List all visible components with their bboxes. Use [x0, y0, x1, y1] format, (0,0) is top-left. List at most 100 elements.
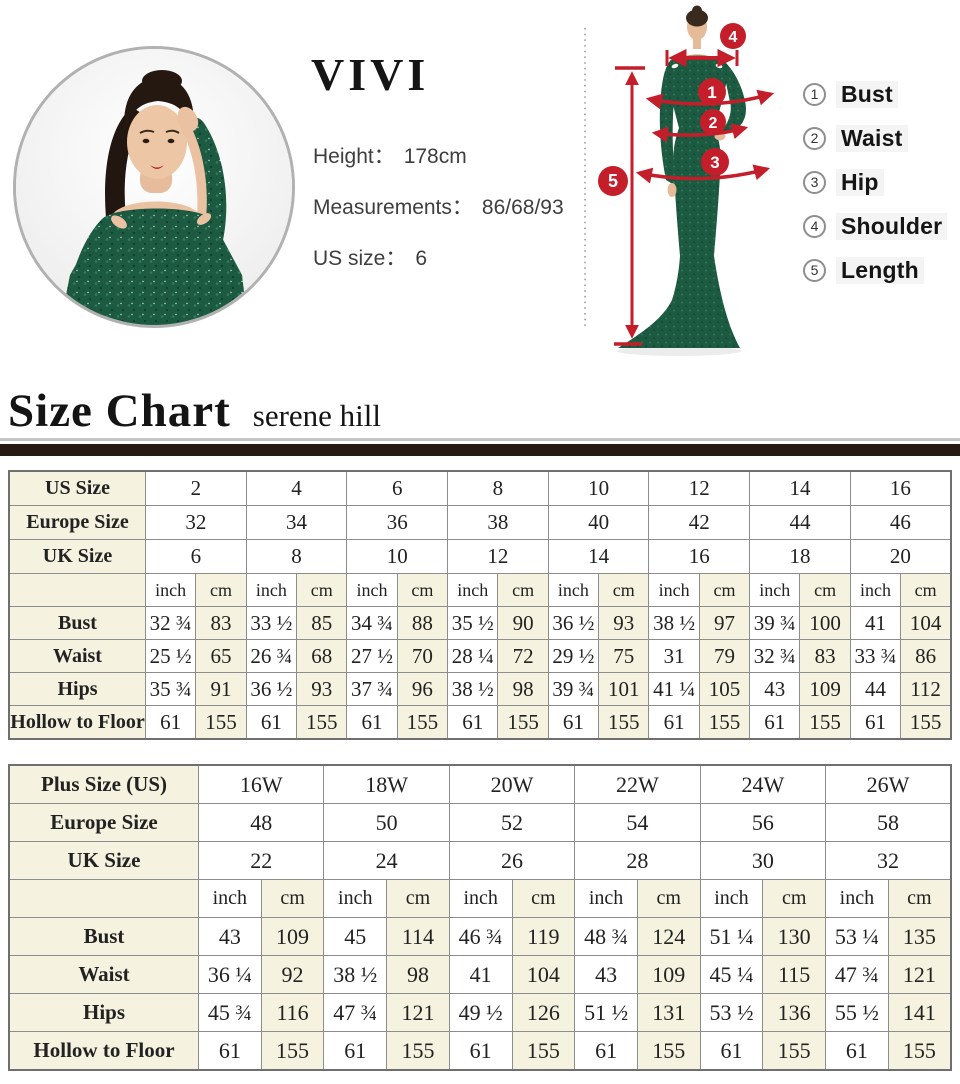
unit-inch-cell: inch [447, 573, 499, 607]
unit-cm-cell: cm [636, 879, 701, 918]
size-cell: 56 [699, 803, 827, 842]
size-cell: 18 [749, 539, 851, 574]
cm-value-cell: 135 [887, 917, 952, 956]
dress-sleeve-left [62, 219, 116, 325]
cm-value-cell: 75 [598, 639, 650, 673]
cm-value-cell: 109 [799, 672, 851, 706]
cm-value-cell: 155 [900, 705, 952, 740]
cm-value-cell: 68 [296, 639, 348, 673]
unit-inch-cell: inch [198, 879, 262, 918]
size-cell: 50 [323, 803, 450, 842]
lips [150, 165, 164, 169]
unit-inch-cell: inch [825, 879, 889, 918]
unit-cm-cell: cm [497, 573, 549, 607]
inch-value-cell: 36 ½ [245, 672, 298, 706]
size-row: Plus Size (US) 16W 18W 20W 22W 24W 26W [8, 764, 952, 804]
inch-value-cell: 32 ¾ [749, 639, 801, 673]
cm-value-cell: 88 [396, 606, 449, 640]
circled-1-icon: 1 [803, 82, 826, 106]
inch-value-cell: 51 ½ [574, 993, 638, 1032]
dress-measurement-diagram: 1 2 3 4 5 [584, 5, 775, 356]
inch-value-cell: 61 [323, 1031, 388, 1071]
cm-value-cell: 98 [386, 955, 450, 994]
row-label: Bust [8, 917, 199, 956]
size-cell: 42 [648, 505, 751, 540]
cm-value-cell: 121 [386, 993, 450, 1032]
measurement-legend: 1 Bust 2 Waist 3 Hip 4 Shoulder 5 Length [803, 80, 948, 300]
cm-value-cell: 114 [386, 917, 450, 956]
cm-value-cell: 100 [799, 606, 851, 640]
inch-value-cell: 45 ¼ [699, 955, 764, 994]
inch-value-cell: 44 [849, 672, 902, 706]
unit-cm-cell: cm [762, 879, 827, 918]
inch-value-cell: 36 ½ [547, 606, 600, 640]
inch-value-cell: 61 [198, 1031, 262, 1071]
length-arrow [614, 66, 645, 346]
row-label: UK Size [8, 841, 199, 880]
cm-value-cell: 83 [799, 639, 851, 673]
unit-cm-cell: cm [396, 573, 449, 607]
size-cell: 6 [145, 539, 247, 574]
unit-inch-cell: inch [323, 879, 388, 918]
cm-value-cell: 124 [636, 917, 701, 956]
size-row: UK Size 6 8 10 12 14 16 18 20 [8, 539, 952, 574]
inch-value-cell: 47 ¾ [825, 955, 889, 994]
cm-value-cell: 141 [887, 993, 952, 1032]
size-cell: 22 [197, 841, 325, 880]
unit-inch-cell: inch [448, 879, 513, 918]
size-cell: 8 [245, 539, 348, 574]
row-label [8, 573, 146, 607]
size-cell: 4 [245, 470, 348, 506]
unit-cm-cell: cm [900, 573, 952, 607]
cm-value-cell: 79 [698, 639, 751, 673]
hand [177, 106, 199, 132]
row-label: Hollow to Floor [8, 1031, 199, 1071]
unit-cm-cell: cm [195, 573, 247, 607]
inch-value-cell: 39 ¾ [547, 672, 600, 706]
circled-5-icon: 5 [803, 258, 826, 282]
svg-text:3: 3 [710, 153, 719, 172]
row-label: Hips [8, 993, 199, 1032]
size-cell: 14 [547, 539, 650, 574]
unit-cm-cell: cm [260, 879, 325, 918]
unit-inch-cell: inch [346, 573, 398, 607]
inch-value-cell: 38 ½ [648, 606, 700, 640]
unit-inch-cell: inch [648, 573, 700, 607]
unit-inch-cell: inch [547, 573, 600, 607]
row-label: Waist [8, 955, 199, 994]
inch-value-cell: 53 ½ [699, 993, 764, 1032]
cm-value-cell: 72 [497, 639, 549, 673]
unit-row: inch cm inch cm inch cm inch cm inch cm inch cm [8, 879, 952, 918]
model-portrait-illustration [16, 49, 292, 325]
inch-value-cell: 35 ¾ [144, 672, 197, 706]
inch-value-cell: 45 [323, 917, 388, 956]
unit-cm-cell: cm [598, 573, 650, 607]
marker-hip: 3 [701, 148, 729, 176]
legend-item-length: 5 Length [803, 256, 947, 284]
inch-value-cell: 51 ¼ [699, 917, 764, 956]
inch-value-cell: 61 [849, 705, 902, 740]
measure-row: Waist 36 ¼ 92 38 ½ 98 41 104 43 109 45 ¼ 115 47 ¾ 12… [8, 955, 952, 994]
cm-value-cell: 92 [260, 955, 325, 994]
unit-inch-cell: inch [144, 573, 197, 607]
cm-value-cell: 109 [260, 917, 325, 956]
unit-inch-cell: inch [245, 573, 298, 607]
size-cell: 2 [145, 470, 247, 506]
measure-row: Waist 25 ½ 65 26 ¾ 68 27 ½ 70 28 ¼ 72 29 ½ 75 31 79 3… [8, 639, 952, 673]
inch-value-cell: 61 [825, 1031, 889, 1071]
cm-value-cell: 109 [636, 955, 701, 994]
inch-value-cell: 25 ½ [144, 639, 197, 673]
row-label: Bust [8, 606, 146, 640]
row-label: Europe Size [8, 505, 146, 540]
inch-value-cell: 47 ¾ [323, 993, 388, 1032]
unit-cm-cell: cm [511, 879, 576, 918]
unit-cm-cell: cm [296, 573, 348, 607]
size-row: US Size 2 4 6 8 10 12 14 16 [8, 470, 952, 506]
svg-text:2: 2 [709, 115, 718, 132]
size-row: Europe Size 48 50 52 54 56 58 [8, 803, 952, 842]
size-cell: 38 [447, 505, 549, 540]
size-cell: 32 [145, 505, 247, 540]
stat-height: Height： 178cm [313, 145, 467, 168]
inch-value-cell: 53 ¼ [825, 917, 889, 956]
